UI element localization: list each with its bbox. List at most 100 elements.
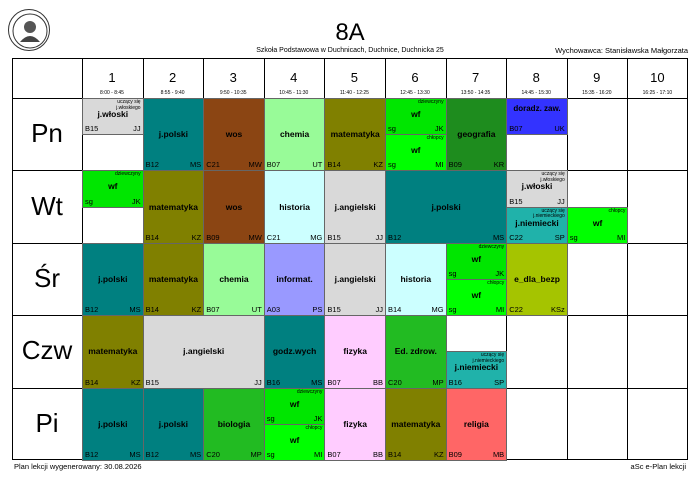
lesson-cell[interactable]: doradz. zaw. B07 UK xyxy=(506,98,568,136)
group-label: chłopcy xyxy=(487,280,505,286)
group-label: chłopcy xyxy=(426,135,444,142)
subject-name: j.angielski xyxy=(183,346,225,357)
lesson-cell[interactable]: wos C21 MW xyxy=(203,98,265,172)
lesson-cell[interactable]: uczący się j.włoskiego j.włoski B15 JJ xyxy=(82,98,144,136)
room-code: C22 xyxy=(509,232,523,242)
subject-name: j.niemiecki xyxy=(515,217,559,228)
lesson-cell[interactable]: matematyka B14 KZ xyxy=(385,387,447,461)
subject-name: j.polski xyxy=(431,201,461,212)
period-number: 6 xyxy=(411,70,419,85)
lesson-cell[interactable]: j.polski B12 MS xyxy=(82,242,144,317)
lesson-cell[interactable]: chłopcy wf sg MI xyxy=(566,206,629,244)
lesson-cell[interactable]: uczący się j.niemieckiego j.niemiecki C22 S… xyxy=(506,206,568,244)
room-code: B07 xyxy=(206,305,220,315)
teacher-code: JK xyxy=(131,196,141,206)
lesson-cell[interactable]: matematyka B14 KZ xyxy=(142,242,205,317)
room-code: C20 xyxy=(206,449,220,459)
teacher-code: JK xyxy=(495,268,505,278)
group-label: uczący się j.niemieckiego xyxy=(472,352,505,364)
period-number: 1 xyxy=(108,70,116,85)
lesson-cell[interactable]: godz.wych B16 MS xyxy=(263,315,326,389)
teacher-code: JJ xyxy=(557,196,565,206)
lesson-cell[interactable]: chłopcy wf sg MI xyxy=(263,423,326,461)
teacher-code: KZ xyxy=(131,377,141,387)
teacher-code: KZ xyxy=(191,232,202,242)
lesson-cell[interactable]: fizyka B07 BB xyxy=(324,315,386,389)
lesson-cell[interactable]: j.polski B12 MS xyxy=(142,387,205,461)
teacher-code: MP xyxy=(432,377,444,387)
period-time: 16:25 - 17:10 xyxy=(642,90,673,96)
teacher-code: MS xyxy=(189,449,202,459)
lesson-cell[interactable]: j.polski B12 MS xyxy=(82,387,144,461)
lesson-cell[interactable]: chłopcy wf sg MI xyxy=(445,279,508,317)
subject-name: wf xyxy=(411,145,421,156)
teacher-code: MW xyxy=(248,160,262,170)
lesson-cell[interactable]: historia C21 MG xyxy=(263,170,326,244)
school-name: Szkoła Podstawowa w Duchnicach, Duchnice… xyxy=(256,47,444,54)
teacher-code: MP xyxy=(250,449,262,459)
period-time: 8:55 - 9:40 xyxy=(160,90,185,96)
lesson-cell[interactable]: uczący się j.włoskiego j.włoski B15 JJ xyxy=(506,170,568,208)
lesson-cell[interactable]: dziewczyny wf sg JK xyxy=(263,387,326,425)
lesson-cell[interactable]: biologia C20 MP xyxy=(203,387,265,461)
lesson-cell[interactable]: matematyka B14 KZ xyxy=(142,170,205,244)
teacher-code: PS xyxy=(312,305,323,315)
teacher-code: UT xyxy=(251,305,262,315)
subject-name: chemia xyxy=(219,273,249,284)
lesson-cell[interactable]: informat. A03 PS xyxy=(263,242,326,317)
group-label: chłopcy xyxy=(305,424,323,431)
lesson-cell[interactable]: matematyka B14 KZ xyxy=(324,98,386,172)
subject-name: e_dla_bezp xyxy=(514,273,560,284)
lesson-cell[interactable]: dziewczyny wf sg JK xyxy=(82,170,144,208)
lesson-cell[interactable]: j.polski B12 MS xyxy=(142,98,205,172)
subject-name: biologia xyxy=(217,418,251,429)
teacher-code: JJ xyxy=(375,305,383,315)
lesson-cell[interactable]: chemia B07 UT xyxy=(263,98,326,172)
lesson-cell[interactable]: j.angielski B15 JJ xyxy=(142,315,265,389)
room-code: B09 xyxy=(206,232,220,242)
lesson-cell[interactable]: chłopcy wf sg MI xyxy=(385,134,447,172)
room-code: sg xyxy=(388,160,396,170)
subject-name: wf xyxy=(471,253,482,264)
room-code: B07 xyxy=(327,377,341,387)
lesson-cell[interactable]: uczący się j.niemieckiego j.niemiecki B16 S… xyxy=(445,351,508,389)
room-code: B14 xyxy=(145,232,159,242)
room-code: C21 xyxy=(206,160,220,170)
software-brand: aSc e-Plan lekcji xyxy=(630,462,686,471)
period-number: 4 xyxy=(290,70,298,85)
subject-name: fizyka xyxy=(343,418,367,429)
period-number: 5 xyxy=(350,70,358,85)
day-label: Czw xyxy=(21,335,73,366)
lesson-cell[interactable]: historia B14 MG xyxy=(385,242,447,317)
period-number: 3 xyxy=(229,70,237,85)
room-code: B12 xyxy=(85,305,99,315)
room-code: B12 xyxy=(388,232,402,242)
subject-name: matematyka xyxy=(148,273,198,284)
lesson-cell[interactable]: chemia B07 UT xyxy=(203,242,265,317)
lesson-cell[interactable]: dziewczyny wf sg JK xyxy=(385,98,447,136)
lesson-cell[interactable]: matematyka B14 KZ xyxy=(82,315,144,389)
period-time: 14:45 - 15:30 xyxy=(521,90,551,96)
lesson-cell[interactable]: religia B09 MB xyxy=(445,387,508,461)
subject-name: geografia xyxy=(457,129,496,140)
lesson-cell[interactable]: Ed. zdrow. C20 MP xyxy=(385,315,447,389)
lesson-cell[interactable]: dziewczyny wf sg JK xyxy=(445,242,508,280)
room-code: B09 xyxy=(448,160,462,170)
lesson-cell[interactable]: wos B09 MW xyxy=(203,170,265,244)
lesson-cell[interactable]: e_dla_bezp C22 KSz xyxy=(506,242,568,317)
teacher-code: KR xyxy=(493,160,505,170)
room-code: B14 xyxy=(388,449,402,459)
lesson-cell[interactable]: j.angielski B15 JJ xyxy=(324,170,386,244)
school-logo xyxy=(8,9,50,51)
lesson-cell[interactable]: j.polski B12 MS xyxy=(385,170,508,244)
lesson-cell[interactable]: fizyka B07 BB xyxy=(324,387,386,461)
lesson-cell[interactable]: geografia B09 KR xyxy=(445,98,508,172)
teacher-code: SP xyxy=(554,232,565,242)
lesson-cell[interactable]: j.angielski B15 JJ xyxy=(324,242,386,317)
subject-name: wf xyxy=(411,109,421,119)
teacher-code: KZ xyxy=(434,449,444,459)
room-code: B14 xyxy=(327,160,341,170)
period-time: 15:35 - 16:20 xyxy=(582,90,612,96)
period-number: 7 xyxy=(471,70,480,85)
homeroom-teacher: Wychowawca: Stanisławska Małgorzata xyxy=(555,46,688,55)
